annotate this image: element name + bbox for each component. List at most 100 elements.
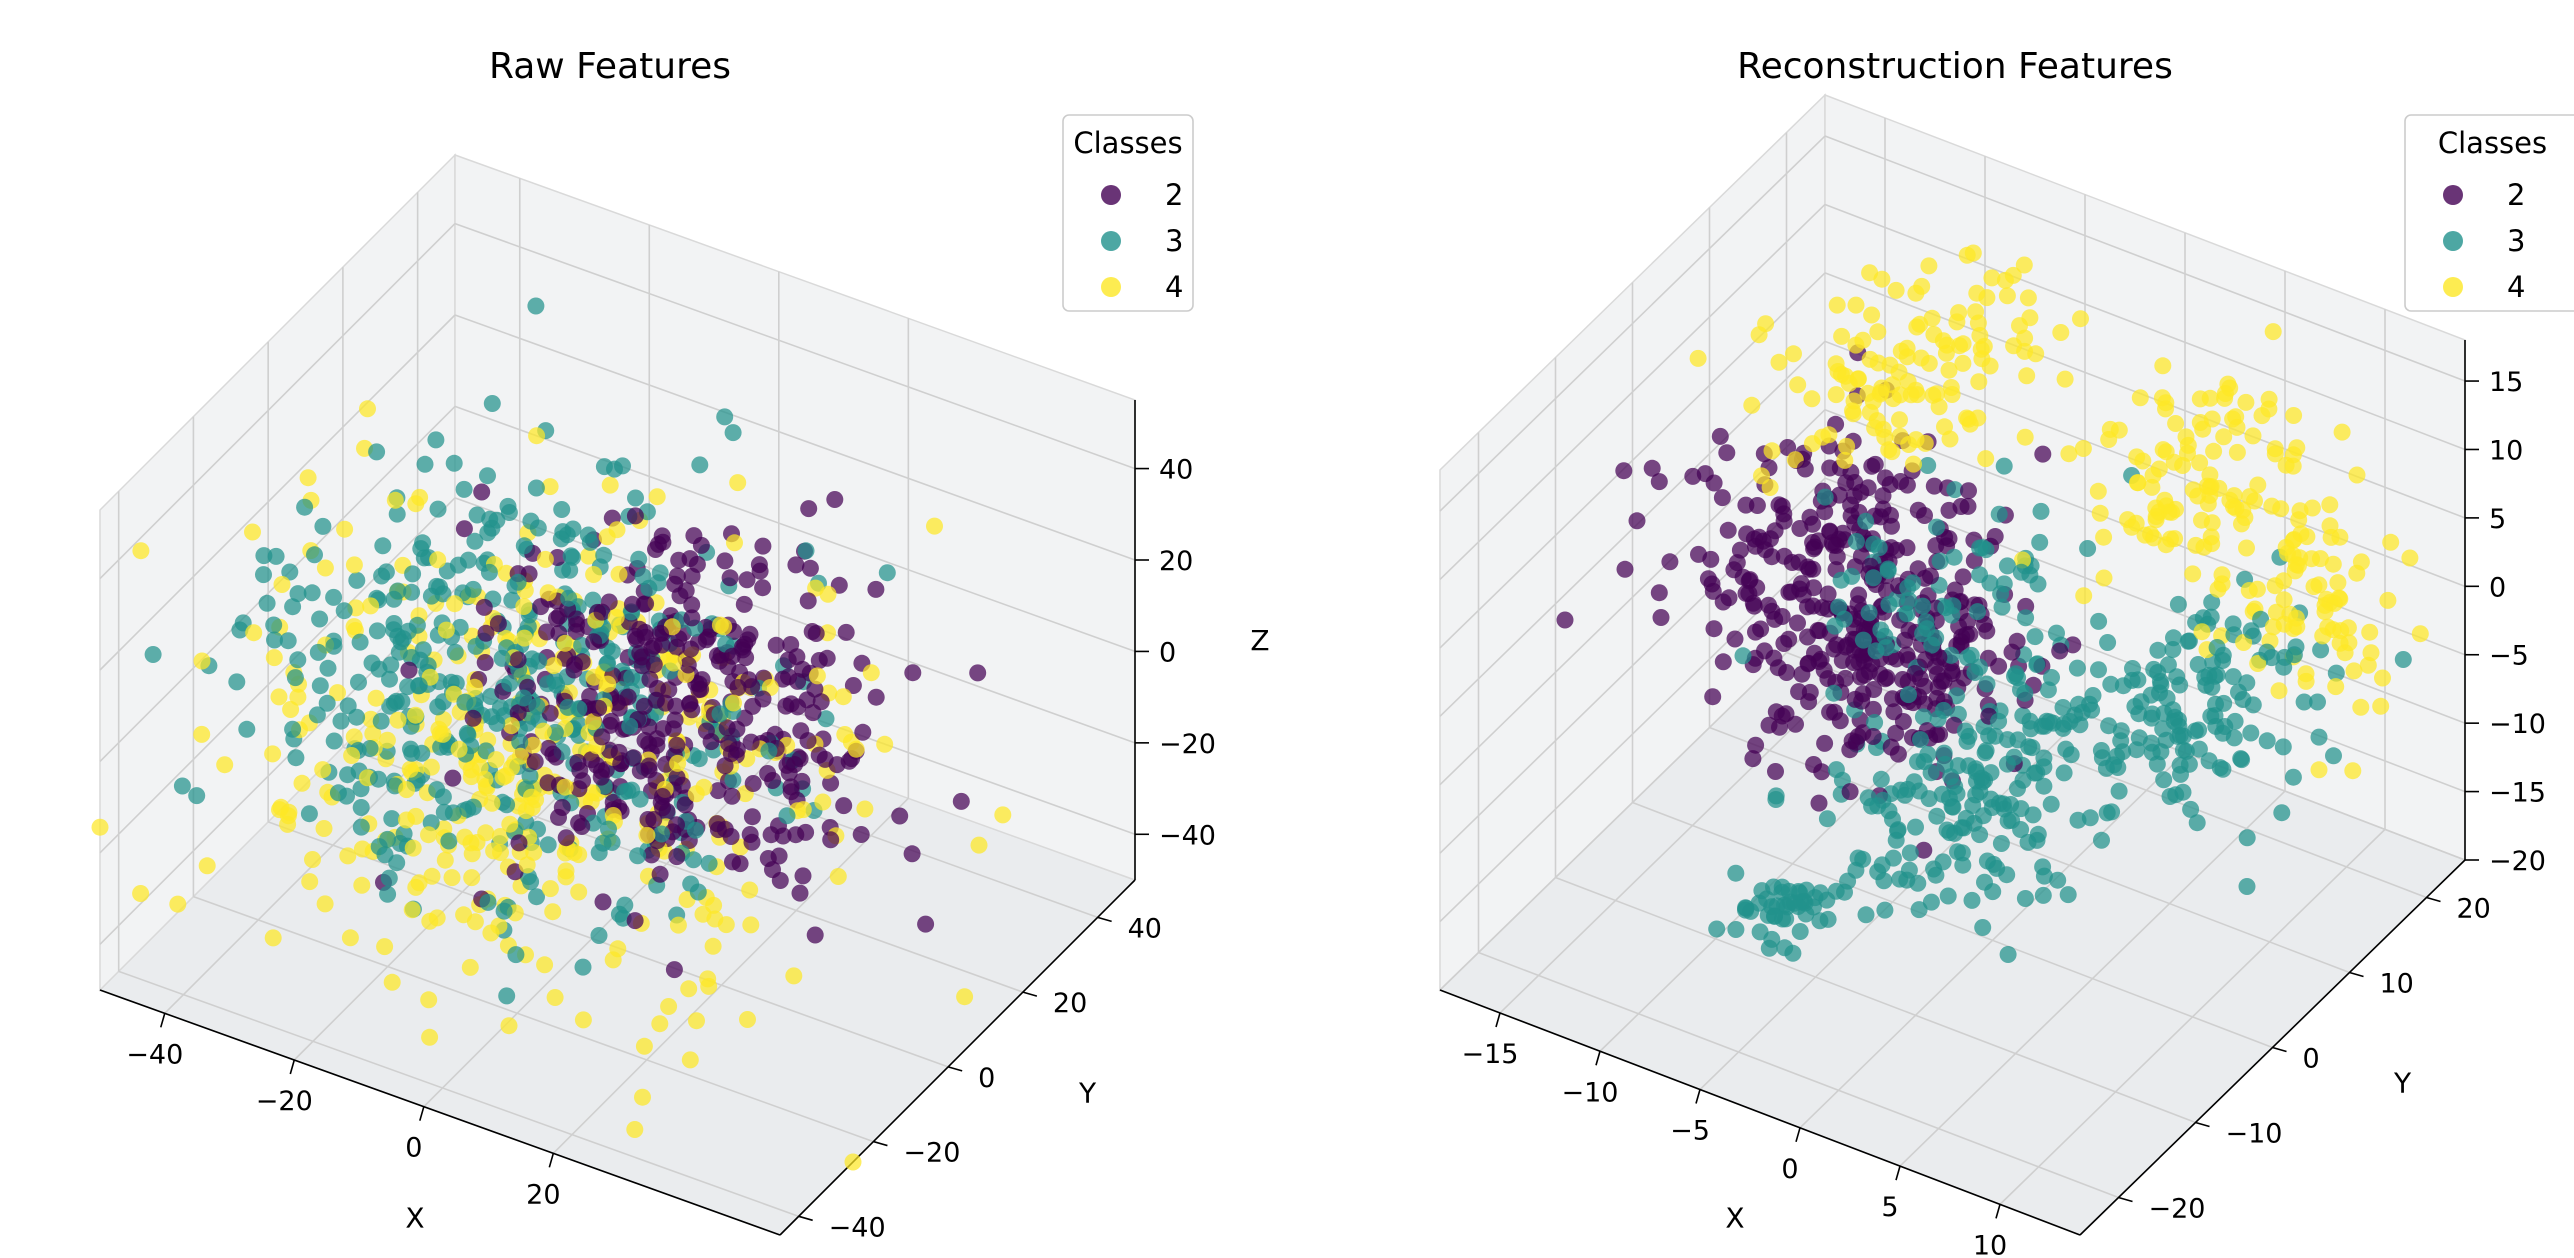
data-point-class-3	[2014, 771, 2032, 789]
data-point-class-4	[403, 901, 421, 919]
data-point-class-4	[301, 873, 319, 891]
data-point-class-3	[1866, 714, 1884, 731]
data-point-class-3	[2099, 634, 2117, 651]
data-point-class-2	[1652, 609, 1670, 626]
data-point-class-3	[1969, 603, 1986, 621]
data-point-class-4	[353, 876, 371, 894]
data-point-class-3	[2177, 742, 2195, 760]
data-point-class-4	[725, 694, 742, 712]
data-point-class-3	[1962, 646, 1980, 664]
data-point-class-3	[1960, 727, 1978, 745]
data-point-class-4	[491, 828, 509, 845]
data-point-class-4	[2331, 634, 2349, 652]
scatter-points	[91, 297, 1012, 1171]
data-point-class-3	[335, 602, 353, 620]
data-point-class-4	[610, 565, 628, 583]
data-point-class-2	[742, 733, 760, 751]
data-point-class-4	[1971, 327, 1989, 344]
data-point-class-4	[1969, 314, 1987, 332]
data-point-class-2	[782, 636, 800, 653]
data-point-class-2	[1859, 479, 1877, 497]
data-point-class-4	[518, 856, 536, 874]
data-point-class-4	[265, 649, 283, 667]
data-point-class-3	[2073, 704, 2091, 721]
legend-box	[2404, 114, 2574, 312]
data-point-class-3	[1953, 844, 1971, 862]
data-point-class-3	[1992, 585, 2010, 603]
data-point-class-3	[2174, 727, 2192, 745]
data-point-class-2	[810, 746, 828, 764]
data-point-class-3	[2310, 728, 2328, 746]
data-point-class-2	[631, 762, 649, 780]
data-point-class-3	[284, 720, 302, 738]
data-point-class-4	[2191, 454, 2209, 472]
x-tick-label: 0	[1781, 1154, 1798, 1185]
data-point-class-4	[2327, 678, 2345, 696]
data-point-class-2	[1882, 539, 1900, 557]
data-point-class-2	[643, 640, 661, 657]
data-point-class-3	[479, 893, 497, 911]
data-point-class-2	[904, 664, 922, 682]
data-point-class-2	[1704, 688, 1722, 706]
data-point-class-4	[282, 701, 300, 718]
data-point-class-2	[1806, 644, 1823, 662]
data-point-class-3	[2242, 724, 2260, 742]
data-point-class-3	[1811, 912, 1829, 930]
data-point-class-4	[91, 818, 109, 836]
data-point-class-2	[1747, 736, 1765, 754]
data-point-class-4	[1891, 411, 1908, 429]
data-point-class-3	[1876, 627, 1894, 645]
data-point-class-2	[1965, 552, 1983, 570]
data-point-class-4	[1861, 264, 1879, 282]
data-point-class-4	[2331, 528, 2349, 546]
data-point-class-3	[379, 885, 397, 903]
data-point-class-4	[2215, 428, 2233, 446]
data-point-class-4	[2129, 474, 2147, 492]
data-point-class-2	[1865, 681, 1883, 698]
data-point-class-4	[2270, 682, 2288, 700]
data-point-class-4	[2352, 698, 2370, 716]
data-point-class-4	[1907, 284, 1925, 302]
data-point-class-2	[1863, 655, 1881, 673]
data-point-class-2	[1752, 620, 1770, 638]
data-point-class-2	[400, 661, 418, 679]
grid-z-left	[1439, 203, 1826, 581]
data-point-class-4	[2184, 565, 2202, 583]
data-point-class-3	[590, 927, 608, 944]
data-point-class-3	[255, 547, 273, 565]
data-point-class-4	[807, 579, 825, 597]
grid-z-back	[1824, 135, 2466, 382]
data-point-class-3	[1971, 566, 1989, 584]
data-point-class-3	[1992, 835, 2010, 852]
grid-x-floor	[552, 797, 909, 1154]
data-point-class-3	[286, 669, 304, 687]
data-point-class-4	[545, 657, 563, 675]
data-point-class-2	[651, 865, 669, 883]
data-point-class-4	[2264, 618, 2282, 636]
data-point-class-3	[2068, 659, 2086, 677]
data-point-class-2	[697, 631, 715, 649]
data-point-class-3	[1847, 533, 1865, 550]
data-point-class-2	[1756, 642, 1773, 660]
data-point-class-2	[464, 709, 482, 727]
data-point-class-4	[2411, 625, 2429, 643]
grid-y-floor	[1478, 951, 2119, 1199]
data-point-class-3	[700, 854, 718, 872]
data-point-class-3	[2215, 694, 2233, 712]
data-point-class-4	[638, 826, 656, 844]
z-tick-label: 0	[2489, 572, 2506, 603]
data-point-class-3	[2110, 782, 2128, 800]
x-tick-label: −15	[1462, 1039, 1519, 1070]
data-point-class-4	[273, 576, 291, 593]
data-point-class-3	[2200, 752, 2218, 770]
data-point-class-3	[2258, 643, 2276, 661]
data-point-class-3	[403, 744, 421, 762]
data-point-class-2	[801, 559, 819, 577]
data-point-class-4	[364, 725, 382, 743]
data-point-class-4	[669, 916, 687, 934]
data-point-class-2	[1887, 724, 1905, 742]
legend-title: Classes	[1073, 126, 1182, 160]
data-point-class-4	[2321, 594, 2339, 611]
y-tick-tick	[2349, 971, 2364, 978]
data-point-class-4	[1905, 455, 1922, 473]
